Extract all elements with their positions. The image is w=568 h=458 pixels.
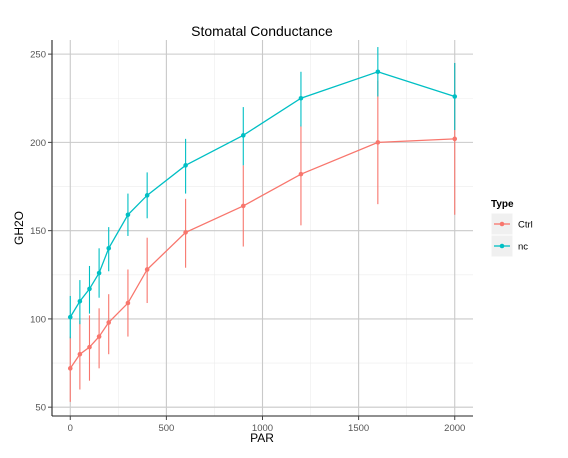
data-point-nc (375, 69, 381, 75)
data-point-ctrl (77, 351, 83, 357)
grid (52, 40, 473, 416)
legend-label-nc: nc (518, 242, 528, 253)
y-ticks: 50 100 150 200 250 (30, 50, 52, 414)
legend-title: Type (491, 199, 514, 210)
x-tick-label: 500 (158, 423, 174, 434)
y-axis-title: GH2O (12, 211, 26, 245)
data-point-ctrl (87, 344, 92, 350)
data-point-ctrl (183, 230, 188, 235)
x-tick-label: 1000 (252, 423, 273, 434)
data-point-nc (240, 133, 246, 138)
series-nc (67, 47, 458, 339)
data-point-ctrl (144, 267, 150, 272)
x-tick-label: 0 (68, 423, 73, 434)
data-point-nc (183, 163, 188, 168)
series-line-nc (69, 71, 455, 318)
data-point-ctrl (375, 140, 381, 145)
legend-key-point-nc (499, 243, 505, 249)
legend-key-point-ctrl (499, 221, 505, 227)
x-tick-label: 2000 (444, 423, 465, 434)
legend: Type Ctrl nc (490, 199, 533, 258)
data-point-ctrl (67, 366, 73, 371)
x-axis-title: PAR (250, 431, 274, 445)
legend-label-ctrl: Ctrl (518, 220, 533, 231)
data-point-ctrl (298, 171, 304, 177)
series-ctrl (67, 62, 458, 402)
x-ticks: 0 500 1000 1500 2000 (68, 416, 465, 434)
y-tick-label: 250 (30, 50, 46, 61)
data-point-nc (144, 193, 150, 198)
data-point-nc (298, 95, 304, 101)
data-point-ctrl (240, 203, 246, 209)
data-point-nc (96, 270, 102, 276)
x-tick-label: 1500 (348, 423, 369, 434)
data-point-ctrl (452, 136, 458, 142)
y-tick-label: 200 (30, 138, 46, 149)
data-point-nc (67, 314, 73, 320)
y-tick-label: 100 (30, 314, 46, 325)
data-point-ctrl (96, 334, 102, 339)
data-point-nc (87, 286, 92, 292)
data-point-nc (452, 94, 458, 99)
data-point-nc (125, 212, 131, 218)
data-point-ctrl (106, 320, 112, 325)
plot-series (67, 47, 458, 402)
data-point-ctrl (125, 300, 131, 306)
chart-title: Stomatal Conductance (191, 23, 333, 39)
data-point-nc (77, 298, 83, 304)
y-tick-label: 150 (30, 226, 46, 237)
data-point-nc (106, 246, 112, 251)
y-tick-label: 50 (35, 403, 46, 414)
